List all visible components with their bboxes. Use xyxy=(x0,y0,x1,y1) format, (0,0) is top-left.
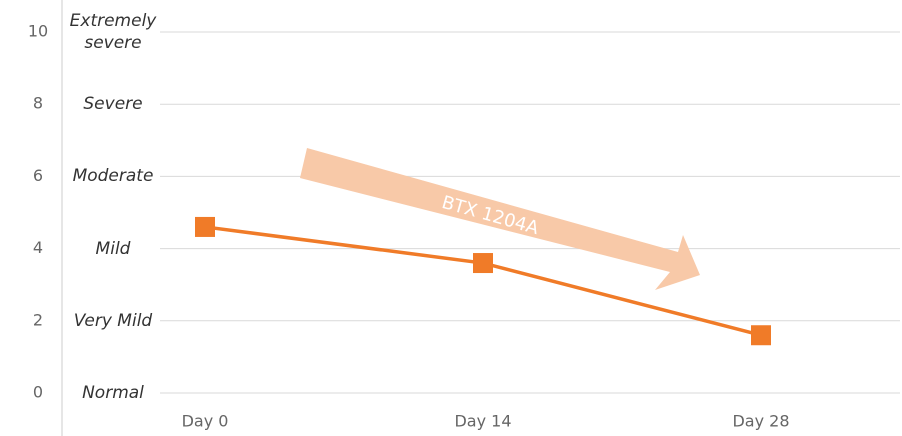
y-tick-description: Extremely severe xyxy=(69,11,157,53)
data-point xyxy=(473,253,493,274)
data-point xyxy=(751,325,771,346)
y-tick-label: 8 xyxy=(33,94,43,113)
y-tick-label: 0 xyxy=(33,383,43,402)
y-tick-label: 2 xyxy=(33,310,43,329)
y-tick-description: Very Mild xyxy=(73,310,153,331)
y-tick-description: Moderate xyxy=(72,166,154,187)
x-tick-label: Day 14 xyxy=(454,412,511,431)
y-tick-label: 6 xyxy=(33,166,43,185)
x-tick-label: Day 0 xyxy=(182,412,229,431)
y-tick-description: Severe xyxy=(83,94,143,115)
data-point xyxy=(195,216,215,237)
x-tick-label: Day 28 xyxy=(732,412,789,431)
y-tick-description: Normal xyxy=(82,383,144,403)
y-tick-description: Mild xyxy=(95,238,131,259)
y-tick-label: 4 xyxy=(33,238,43,257)
annotation: BTX 1204A xyxy=(439,192,541,239)
y-tick-label: 10 xyxy=(28,22,48,41)
